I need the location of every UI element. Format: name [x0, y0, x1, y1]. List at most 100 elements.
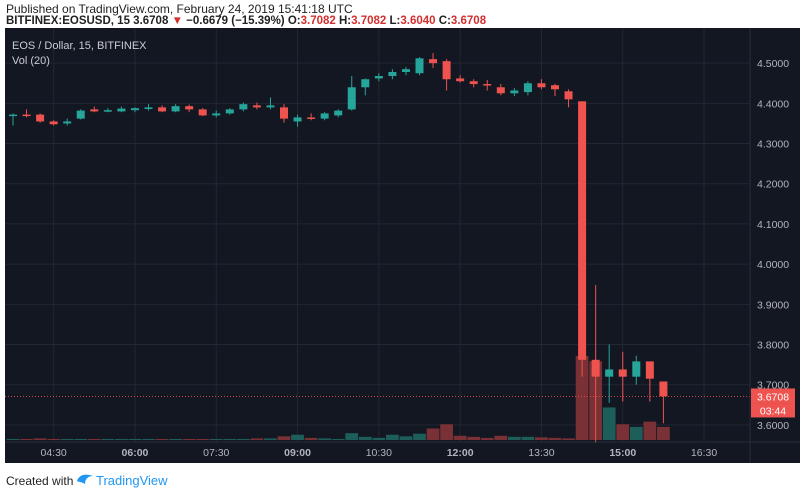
volume-bar	[548, 437, 562, 440]
last-price-badge	[751, 388, 795, 404]
volume-bar	[426, 428, 440, 440]
x-tick-label: 16:30	[691, 447, 717, 459]
tradingview-brand[interactable]: TradingView	[96, 473, 168, 488]
candle-body	[239, 104, 248, 110]
y-tick-label: 4.2000	[757, 179, 789, 191]
volume-bar	[616, 424, 630, 440]
close-label: C:	[438, 15, 451, 27]
candle-body	[578, 101, 587, 360]
volume-bar	[629, 426, 643, 440]
chart-area[interactable]: 3.6708 03:44 4.5000 4.4000 4.3000 4.2000 4.10…	[5, 28, 800, 463]
volume-bar	[223, 438, 237, 440]
volume-bar	[142, 438, 155, 440]
candle-body	[429, 59, 438, 64]
x-tick-label: 06:00	[122, 447, 149, 459]
volume-bar	[264, 438, 277, 440]
candle-body	[415, 58, 424, 74]
candle-body	[523, 83, 532, 93]
volume-bar	[6, 438, 20, 440]
candle-body	[442, 61, 451, 80]
volume-bar	[87, 438, 101, 440]
y-tick-label: 3.6000	[757, 420, 789, 432]
candle-body	[388, 71, 397, 77]
candle-body	[510, 90, 519, 94]
volume-bar	[399, 436, 413, 440]
volume-bar	[643, 421, 657, 440]
volume-bar	[304, 437, 318, 440]
volume-bar	[182, 438, 196, 440]
price-change: −0.6679 (−15.39%)	[186, 15, 285, 27]
volume-bar	[318, 438, 332, 440]
y-tick-label: 4.4000	[757, 98, 789, 110]
volume-bar	[467, 436, 481, 440]
last-price: 3.6708	[133, 15, 169, 27]
candle-body	[361, 79, 370, 88]
volume-bar	[169, 438, 182, 440]
open-value: 3.7082	[300, 15, 336, 27]
x-tick-label: 15:00	[609, 447, 636, 459]
high-value: 3.7082	[351, 15, 387, 27]
volume-bar	[535, 437, 548, 440]
volume-bar	[386, 434, 399, 440]
published-note: Published on TradingView.com, February 2…	[6, 2, 353, 16]
volume-bar	[250, 438, 264, 440]
candle-body	[225, 109, 234, 114]
candle-body	[130, 108, 139, 111]
volume-bar	[277, 436, 291, 440]
candle-body	[401, 69, 410, 72]
x-tick-label: 04:30	[41, 447, 67, 459]
symbol-line: BITFINEX:EOSUSD, 15 3.6708 ▼ −0.6679 (−1…	[6, 15, 486, 27]
volume-bar	[602, 407, 616, 440]
candle-body	[144, 107, 153, 109]
volume-bar	[413, 433, 426, 440]
candle-body	[185, 106, 194, 110]
low-value: 3.6040	[400, 15, 436, 27]
volume-bar	[47, 438, 61, 440]
volume-bar	[101, 438, 115, 440]
volume-bar	[521, 436, 535, 440]
candle-body	[496, 87, 505, 94]
candle-body	[171, 106, 180, 112]
candle-body	[551, 85, 559, 90]
volume-bar	[33, 438, 47, 440]
volume-bar	[331, 438, 345, 440]
volume-legend: Vol (20)	[12, 55, 50, 67]
volume-bar	[196, 438, 210, 440]
candle-body	[347, 87, 356, 110]
candle-body	[307, 117, 316, 119]
y-tick-label: 4.1000	[757, 219, 789, 231]
candle-body	[374, 76, 383, 79]
down-arrow-icon: ▼	[171, 15, 183, 27]
countdown-label: 03:44	[760, 405, 786, 417]
volume-bar	[372, 437, 386, 440]
last-price-label: 3.6708	[757, 391, 789, 403]
candle-body	[334, 110, 343, 116]
x-tick-label: 13:30	[528, 447, 554, 459]
candlestick-chart[interactable]: 3.6708 03:44 4.5000 4.4000 4.3000 4.2000 4.10…	[5, 28, 800, 463]
volume-bar	[358, 436, 372, 440]
candle-body	[117, 108, 126, 112]
candle-body	[293, 117, 302, 122]
x-tick-label: 10:30	[366, 447, 392, 459]
y-tick-label: 3.8000	[757, 340, 789, 352]
candle-body	[483, 84, 492, 86]
volume-bar	[440, 424, 453, 440]
x-tick-label: 09:00	[284, 447, 311, 459]
candle-body	[456, 78, 465, 82]
candle-body	[212, 113, 221, 116]
candle-body	[198, 109, 207, 116]
candle-body	[22, 114, 31, 117]
y-tick-label: 3.9000	[757, 299, 789, 311]
candle-body	[252, 105, 261, 108]
symbol-name: BITFINEX:EOSUSD, 15	[6, 15, 130, 27]
y-tick-label: 3.7000	[757, 380, 789, 392]
volume-bar	[155, 438, 169, 440]
created-with-text: Created with	[6, 474, 74, 488]
header: Published on TradingView.com, February 2…	[0, 0, 800, 28]
candle-body	[90, 109, 99, 112]
x-tick-label: 12:00	[447, 447, 474, 459]
candle-body	[49, 121, 58, 125]
countdown-badge	[751, 403, 795, 418]
candle-body	[537, 83, 546, 88]
candle-body	[36, 114, 45, 122]
